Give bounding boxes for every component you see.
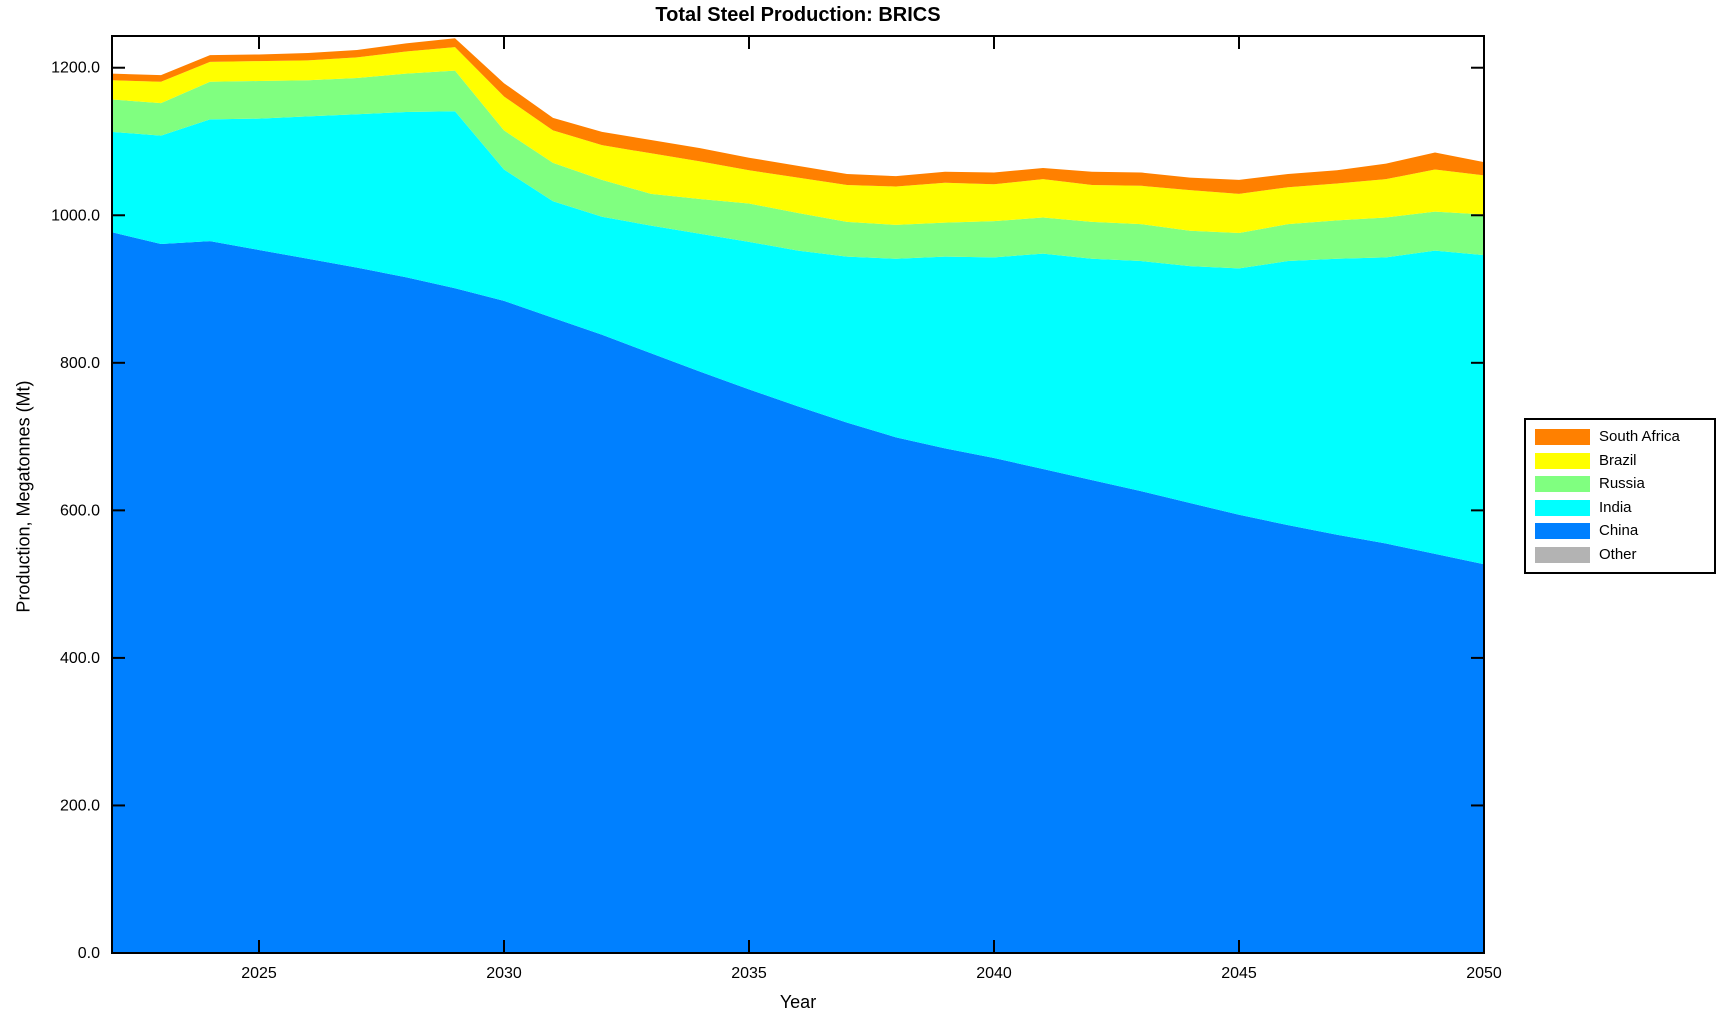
x-axis-label: Year [779, 992, 817, 1012]
legend-swatch-other [1535, 546, 1590, 563]
area-south-africa [112, 38, 1484, 194]
area-china [112, 232, 1484, 954]
area-russia [112, 70, 1484, 269]
legend-label-russia: Russia [1599, 475, 1645, 493]
legend: South Africa Brazil Russia India China Other [1524, 418, 1716, 574]
area-brazil [112, 47, 1484, 233]
legend-label-south-africa: South Africa [1599, 428, 1680, 445]
y-tick-label: 200.0 [60, 797, 100, 814]
y-tick-label: 600.0 [60, 502, 100, 519]
legend-item-china: China [1535, 520, 1706, 542]
x-tick-label: 2025 [241, 965, 277, 982]
legend-swatch-brazil [1535, 452, 1590, 469]
legend-item-brazil: Brazil [1535, 450, 1706, 472]
legend-item-india: India [1535, 497, 1706, 519]
chart-title: Total Steel Production: BRICS [655, 4, 941, 26]
plot-border [111, 35, 1485, 954]
legend-swatch-china [1535, 523, 1590, 540]
x-tick-label: 2040 [976, 965, 1012, 982]
y-tick-label: 1000.0 [51, 207, 100, 224]
y-tick-label: 1200.0 [51, 60, 100, 77]
legend-item-russia: Russia [1535, 473, 1706, 495]
legend-item-south-africa: South Africa [1535, 426, 1706, 448]
y-tick-label: 800.0 [60, 355, 100, 372]
legend-swatch-russia [1535, 476, 1590, 493]
legend-label-other: Other [1599, 545, 1637, 563]
x-tick-label: 2030 [486, 965, 522, 982]
x-tick-label: 2050 [1466, 965, 1502, 982]
legend-label-brazil: Brazil [1599, 451, 1637, 469]
y-tick-label: 0.0 [78, 945, 100, 962]
legend-item-other: Other [1535, 544, 1706, 566]
area-india [112, 111, 1484, 565]
legend-label-china: China [1599, 522, 1639, 540]
y-tick-label: 400.0 [60, 650, 100, 667]
y-axis-label: Production, Megatonnes (Mt) [13, 380, 34, 613]
legend-swatch-south-africa [1535, 429, 1590, 445]
x-tick-label: 2045 [1221, 965, 1257, 982]
legend-swatch-india [1535, 499, 1590, 516]
legend-label-india: India [1599, 498, 1632, 516]
x-tick-label: 2035 [731, 965, 767, 982]
